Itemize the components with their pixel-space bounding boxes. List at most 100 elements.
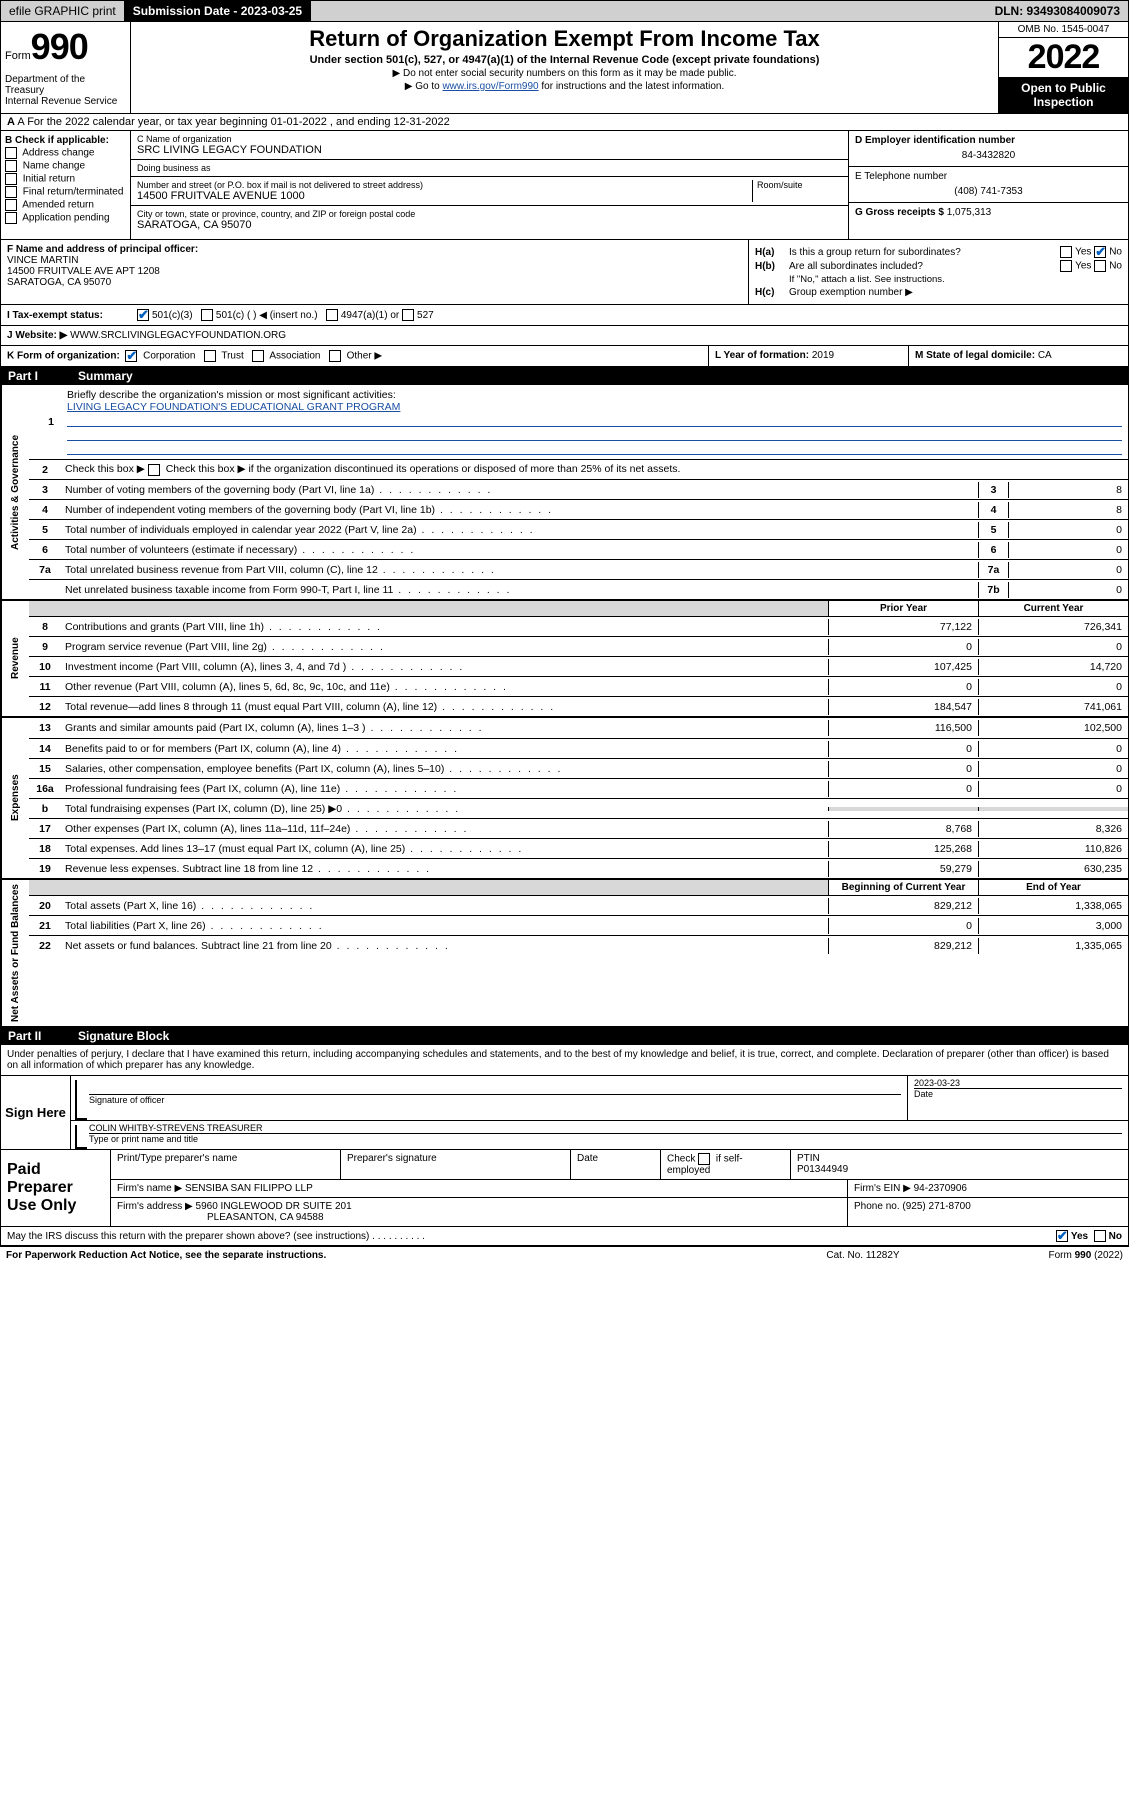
header-left: Form 990 Department of the Treasury Inte…: [1, 22, 131, 113]
preparer-name-header: Print/Type preparer's name: [111, 1150, 341, 1179]
self-employed-checkbox[interactable]: [698, 1153, 710, 1165]
table-row: 10Investment income (Part VIII, column (…: [29, 656, 1128, 676]
col-b-item[interactable]: Name change: [5, 160, 126, 172]
other-checkbox[interactable]: [329, 350, 341, 362]
discuss-row: May the IRS discuss this return with the…: [0, 1227, 1129, 1246]
firm-name-label: Firm's name ▶: [117, 1183, 182, 1194]
table-row: 19Revenue less expenses. Subtract line 1…: [29, 858, 1128, 878]
501c3-checkbox[interactable]: [137, 309, 149, 321]
top-bar: efile GRAPHIC print Submission Date - 20…: [0, 0, 1129, 22]
officer-label: F Name and address of principal officer:: [7, 244, 198, 255]
ha-yes-checkbox[interactable]: [1060, 246, 1072, 258]
section-revenue: Revenue Prior Year Current Year 8Contrib…: [1, 599, 1128, 716]
table-row: 22Net assets or fund balances. Subtract …: [29, 935, 1128, 955]
part1-body: Activities & Governance 1 Briefly descri…: [0, 385, 1129, 1027]
hb-note: If "No," attach a list. See instructions…: [755, 274, 1122, 285]
table-row: 18Total expenses. Add lines 13–17 (must …: [29, 838, 1128, 858]
column-c-org: C Name of organization SRC LIVING LEGACY…: [131, 131, 848, 239]
signature-date-value: 2023-03-23: [914, 1078, 1122, 1088]
table-row: 5Total number of individuals employed in…: [29, 519, 1128, 539]
ptin-value: P01344949: [797, 1164, 848, 1175]
table-row: 4Number of independent voting members of…: [29, 499, 1128, 519]
other-label: Other ▶: [347, 351, 382, 362]
part2-title: Signature Block: [78, 1029, 169, 1043]
table-row: 6Total number of volunteers (estimate if…: [29, 539, 1128, 559]
hb-yes-checkbox[interactable]: [1060, 260, 1072, 272]
501c-checkbox[interactable]: [201, 309, 213, 321]
org-name: SRC LIVING LEGACY FOUNDATION: [137, 144, 842, 156]
col-b-item[interactable]: Application pending: [5, 212, 126, 224]
irs-link[interactable]: www.irs.gov/Form990: [442, 81, 538, 92]
hb-no-checkbox[interactable]: [1094, 260, 1106, 272]
column-b-checkboxes: B Check if applicable: Address change Na…: [1, 131, 131, 239]
paid-preparer-label: Paid Preparer Use Only: [1, 1150, 111, 1226]
firm-ein-value: 94-2370906: [914, 1183, 967, 1194]
col-b-item[interactable]: Final return/terminated: [5, 186, 126, 198]
table-row: 12Total revenue—add lines 8 through 11 (…: [29, 696, 1128, 716]
officer-name: VINCE MARTIN: [7, 255, 79, 266]
firm-phone-label: Phone no.: [854, 1201, 900, 1212]
phone-value: (408) 741-7353: [855, 186, 1122, 197]
ha-no-checkbox[interactable]: [1094, 246, 1106, 258]
ha-no-label: No: [1109, 247, 1122, 258]
efile-label[interactable]: efile GRAPHIC print: [1, 1, 125, 21]
table-row: 13Grants and similar amounts paid (Part …: [29, 718, 1128, 738]
527-checkbox[interactable]: [402, 309, 414, 321]
street-label: Number and street (or P.O. box if mail i…: [137, 180, 752, 190]
discuss-yes-label: Yes: [1071, 1231, 1088, 1242]
room-label: Room/suite: [757, 180, 842, 190]
table-row: 11Other revenue (Part VIII, column (A), …: [29, 676, 1128, 696]
table-row: 15Salaries, other compensation, employee…: [29, 758, 1128, 778]
department-label: Department of the Treasury Internal Reve…: [5, 74, 126, 107]
row-i-label: I Tax-exempt status:: [7, 310, 137, 321]
ha-text: Is this a group return for subordinates?: [789, 247, 1060, 258]
section-activities: Activities & Governance 1 Briefly descri…: [1, 385, 1128, 599]
trust-checkbox[interactable]: [204, 350, 216, 362]
privacy-note: ▶ Do not enter social security numbers o…: [137, 68, 992, 79]
phone-label: E Telephone number: [855, 171, 1122, 182]
section-expenses: Expenses 13Grants and similar amounts pa…: [1, 716, 1128, 878]
trust-label: Trust: [221, 351, 243, 362]
col-b-header: B Check if applicable:: [5, 135, 126, 146]
row-a-text: A For the 2022 calendar year, or tax yea…: [17, 116, 449, 128]
assoc-checkbox[interactable]: [252, 350, 264, 362]
firm-ein-label: Firm's EIN ▶: [854, 1183, 911, 1194]
column-de: D Employer identification number 84-3432…: [848, 131, 1128, 239]
form-footer-label: Form 990 (2022): [963, 1250, 1123, 1261]
line1-value[interactable]: LIVING LEGACY FOUNDATION'S EDUCATIONAL G…: [67, 401, 400, 413]
col-b-item[interactable]: Initial return: [5, 173, 126, 185]
table-row: 7aTotal unrelated business revenue from …: [29, 559, 1128, 579]
row-klm: K Form of organization: Corporation Trus…: [0, 346, 1129, 367]
tax-year: 2022: [999, 38, 1128, 77]
cat-number: Cat. No. 11282Y: [763, 1250, 963, 1261]
4947-checkbox[interactable]: [326, 309, 338, 321]
form-subtitle: Under section 501(c), 527, or 4947(a)(1)…: [137, 54, 992, 66]
ha-label: H(a): [755, 247, 789, 258]
discuss-yes-checkbox[interactable]: [1056, 1230, 1068, 1242]
year-formation-label: L Year of formation:: [715, 350, 809, 361]
officer-addr1: 14500 FRUITVALE AVE APT 1208: [7, 266, 160, 277]
ein-value: 84-3432820: [855, 150, 1122, 161]
city-label: City or town, state or province, country…: [137, 209, 842, 219]
form-990-logo: Form 990: [5, 26, 126, 68]
firm-addr1: 5960 INGLEWOOD DR SUITE 201: [196, 1201, 352, 1212]
table-row: Net unrelated business taxable income fr…: [29, 579, 1128, 599]
col-b-item[interactable]: Amended return: [5, 199, 126, 211]
col-b-item[interactable]: Address change: [5, 147, 126, 159]
instructions-note: ▶ Go to www.irs.gov/Form990 for instruct…: [137, 81, 992, 92]
street-value: 14500 FRUITVALE AVENUE 1000: [137, 190, 752, 202]
501c-label: 501(c) ( ) ◀ (insert no.): [216, 310, 318, 321]
domicile-label: M State of legal domicile:: [915, 350, 1035, 361]
page-footer: For Paperwork Reduction Act Notice, see …: [0, 1246, 1129, 1264]
discuss-no-checkbox[interactable]: [1094, 1230, 1106, 1242]
discuss-text: May the IRS discuss this return with the…: [7, 1231, 369, 1242]
line2-checkbox[interactable]: [148, 464, 160, 476]
hc-text: Group exemption number ▶: [789, 287, 1122, 298]
form-word: Form: [5, 50, 31, 62]
column-h-group: H(a) Is this a group return for subordin…: [748, 240, 1128, 304]
dln-label: DLN: 93493084009073: [987, 1, 1128, 21]
corp-checkbox[interactable]: [125, 350, 137, 362]
firm-addr2: PLEASANTON, CA 94588: [207, 1212, 324, 1223]
ein-label: D Employer identification number: [855, 135, 1122, 146]
officer-signature-label: Signature of officer: [89, 1094, 901, 1105]
